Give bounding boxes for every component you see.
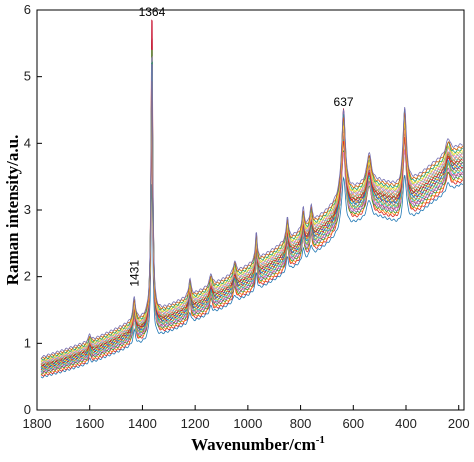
y-tick-label: 5	[24, 69, 31, 84]
spectrum-series-line	[40, 81, 464, 360]
peak-annotations: 1364 637 1431	[127, 5, 354, 287]
spectrum-series-line	[40, 95, 463, 362]
x-tick-label: 200	[448, 416, 470, 431]
y-tick-label: 6	[24, 2, 31, 17]
x-tick-label: 1400	[128, 416, 157, 431]
x-tick-label: 400	[395, 416, 417, 431]
spectrum-series-line	[40, 63, 463, 359]
spectrum-series-line	[40, 120, 463, 367]
spectrum-series-line	[40, 38, 463, 373]
spectrum-series-line	[40, 84, 464, 376]
plot-frame	[36, 9, 465, 411]
y-tick-label: 2	[24, 269, 31, 284]
spectra-series-group	[40, 19, 464, 379]
y-tick-label: 3	[24, 202, 31, 217]
x-axis-title-superscript: -1	[316, 434, 325, 446]
spectrum-series-line	[40, 81, 463, 366]
y-axis-title: Raman intensity/a.u.	[3, 135, 22, 286]
peak-annotation: 637	[334, 95, 354, 109]
x-tick-label: 1000	[233, 416, 262, 431]
spectrum-series-line	[40, 56, 463, 377]
spectrum-series-line	[40, 90, 464, 363]
spectrum-series-line	[40, 63, 463, 372]
x-tick-label: 1600	[75, 416, 104, 431]
y-tick-label: 0	[24, 402, 31, 417]
spectrum-series-line	[40, 107, 464, 369]
x-axis-title-text: Wavenumber/cm	[191, 435, 316, 454]
y-axis-ticks: 0 1 2 3 4 5 6	[24, 2, 42, 417]
x-tick-label: 600	[342, 416, 364, 431]
spectrum-series-line	[41, 105, 463, 371]
spectrum-series-line	[40, 61, 463, 361]
x-axis-ticks: 1800 1600 1400 1200 1000 800 600 400 200	[23, 405, 470, 431]
x-tick-label: 800	[290, 416, 312, 431]
spectrum-series-line	[40, 135, 464, 373]
spectrum-series-line	[40, 107, 463, 365]
x-axis-title: Wavenumber/cm-1	[191, 434, 325, 454]
x-tick-label: 1800	[23, 416, 52, 431]
x-tick-label: 1200	[181, 416, 210, 431]
spectrum-series-line	[40, 74, 464, 363]
y-tick-label: 4	[24, 135, 31, 150]
y-tick-label: 1	[24, 335, 31, 350]
spectrum-series-line	[40, 93, 464, 374]
spectrum-series-line	[40, 93, 464, 368]
peak-annotation: 1431	[127, 260, 141, 287]
peak-annotation: 1364	[139, 5, 166, 19]
spectrum-series-line	[40, 83, 464, 370]
